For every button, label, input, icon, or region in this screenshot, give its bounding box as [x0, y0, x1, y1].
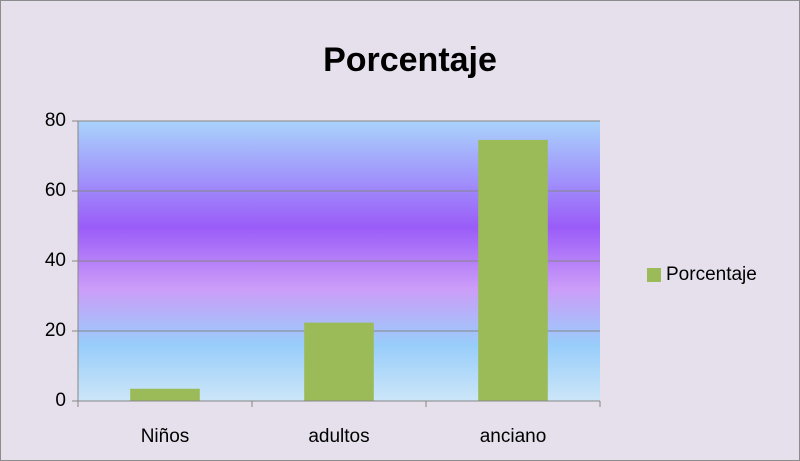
y-tick-label: 0	[55, 390, 66, 411]
bar	[130, 388, 200, 401]
x-tick-label: adultos	[308, 426, 369, 447]
bar	[304, 322, 374, 401]
x-tick-label: Niños	[141, 426, 190, 447]
y-tick-label: 40	[45, 250, 66, 271]
y-tick-label: 80	[45, 110, 66, 131]
y-tick-label: 60	[45, 180, 66, 201]
legend-swatch	[647, 268, 661, 282]
x-tick-label: anciano	[480, 426, 547, 447]
legend-label: Porcentaje	[666, 264, 757, 285]
y-tick-label: 20	[45, 320, 66, 341]
chart-title: Porcentaje	[323, 41, 497, 79]
bar	[478, 139, 548, 401]
